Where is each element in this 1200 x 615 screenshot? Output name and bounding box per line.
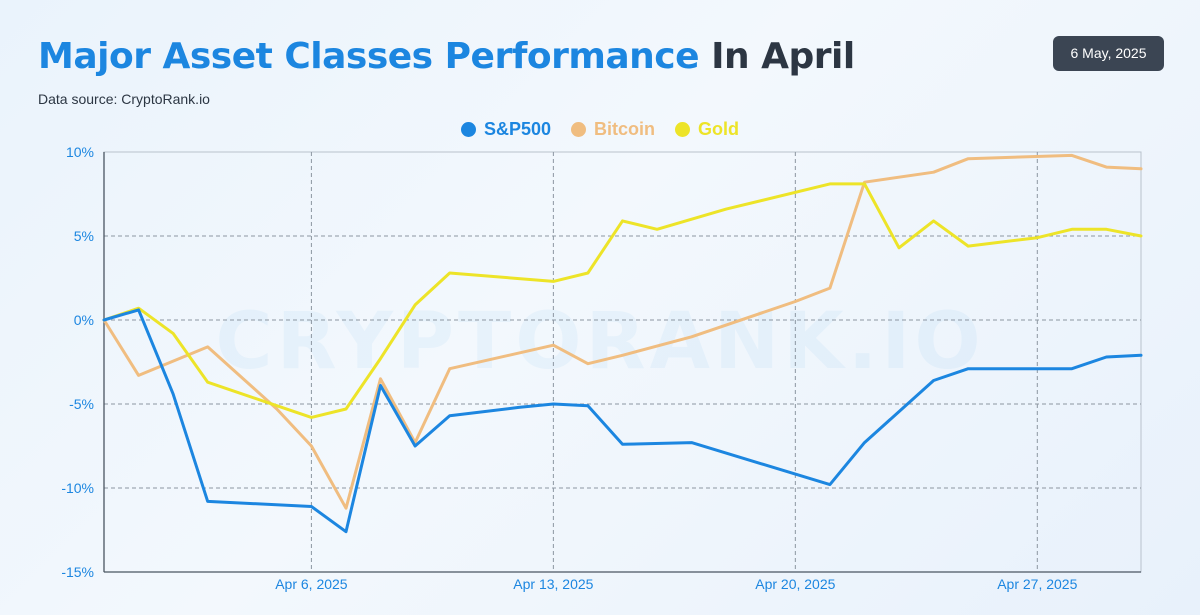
chart-legend: S&P500 Bitcoin Gold [0,119,1200,140]
chart-axes: 10% 5% 0% -5% -10% -15% Apr 6, 2025 Apr 13, 202… [61,144,1141,592]
y-tick-label: -10% [61,480,94,496]
legend-dot-gold [675,122,691,137]
legend-item-bitcoin: Bitcoin [571,119,655,140]
data-source-text: Data source: CryptoRank.io [38,91,210,107]
legend-label-gold: Gold [698,119,740,139]
series-line-bitcoin [102,153,1143,510]
title-rest: In April [711,36,855,77]
series-line-sp500 [102,308,1143,534]
x-tick-label: Apr 13, 2025 [513,576,593,592]
y-tick-label: 5% [74,228,94,244]
legend-dot-sp500 [460,122,476,137]
x-tick-label: Apr 20, 2025 [755,576,835,592]
x-tick-label: Apr 27, 2025 [997,576,1077,592]
legend-dot-bitcoin [571,122,587,137]
y-tick-label: 0% [74,312,94,328]
watermark-text: CRYPTORANK.IO [215,297,984,387]
page-title: Major Asset Classes Performance In April [38,36,855,77]
date-badge: 6 May, 2025 [1053,36,1164,71]
legend-item-gold: Gold [675,119,739,140]
chart-series [102,153,1143,534]
legend-label-sp500: S&P500 [483,119,552,139]
y-tick-label: 10% [66,144,94,160]
series-line-gold [102,182,1143,419]
legend-item-sp500: S&P500 [460,119,552,140]
legend-label-bitcoin: Bitcoin [594,119,656,139]
x-tick-label: Apr 6, 2025 [275,576,348,592]
y-tick-label: -15% [61,564,94,580]
title-highlight: Major Asset Classes Performance [38,36,700,77]
y-tick-label: -5% [69,396,94,412]
